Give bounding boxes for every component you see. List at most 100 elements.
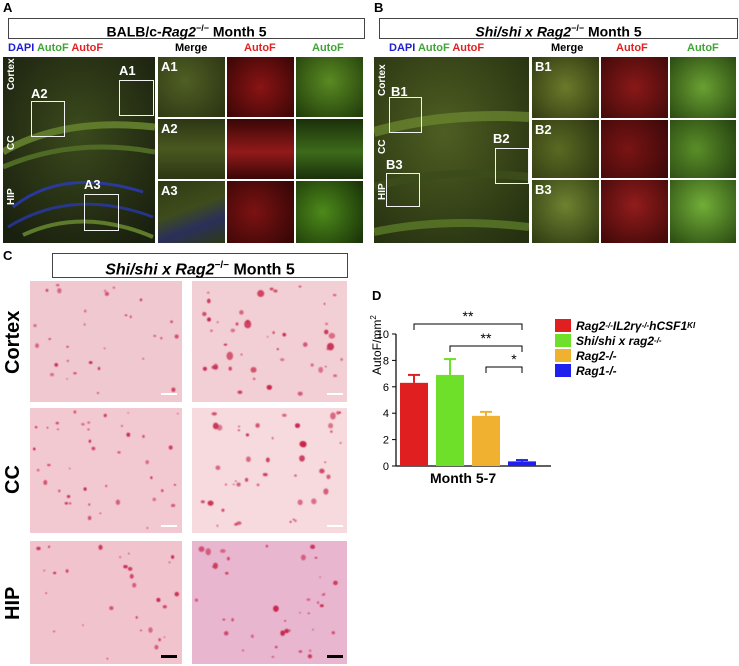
stain-dot	[326, 474, 331, 480]
panel-a-row-label: A2	[161, 121, 178, 136]
stain-dot	[43, 480, 48, 486]
panel-a-roi-label: A2	[31, 86, 48, 101]
panel-b-title-suffix: Month 5	[584, 23, 642, 40]
stain-dot	[244, 477, 249, 482]
stain-dot	[145, 460, 149, 465]
stain-dot	[234, 523, 238, 526]
panel-letter-a: A	[3, 0, 13, 15]
bar	[472, 415, 500, 466]
stain-dot	[112, 286, 116, 289]
stain-dot	[202, 366, 207, 371]
stain-dot	[57, 287, 62, 294]
stain-dot	[314, 556, 318, 559]
stain-dot	[246, 456, 251, 463]
panel-b-roi-box	[386, 173, 420, 207]
panel-b-roi-box	[389, 97, 422, 133]
stain-dot	[171, 387, 176, 392]
stain-dot	[221, 508, 225, 512]
stain-dot	[236, 482, 241, 487]
stain-dot	[230, 328, 236, 333]
legend-swatch	[555, 349, 571, 362]
y-tick-label: 8	[383, 355, 389, 367]
stain-dot	[215, 465, 221, 471]
stain-dot	[206, 317, 211, 322]
panel-b-roi-label: B2	[493, 131, 510, 146]
stain-dot	[340, 358, 343, 361]
panel-a-tile-merge	[158, 181, 225, 243]
stain-dot	[237, 390, 243, 394]
stain-dot	[87, 428, 90, 431]
stain-dot	[45, 288, 49, 292]
legend-sup: KI	[687, 321, 696, 330]
stain-dot	[69, 502, 72, 505]
legend-swatch	[555, 319, 571, 332]
panel-b-roi-box	[495, 148, 529, 184]
stain-dot	[265, 457, 270, 463]
stain-dot	[237, 429, 241, 432]
stain-dot	[127, 566, 133, 571]
stain-dot	[153, 334, 157, 338]
stain-dot	[241, 649, 245, 652]
stain-dot	[276, 348, 279, 351]
autof-green-label: AutoF	[417, 42, 450, 54]
stain-dot	[231, 618, 234, 622]
legend-label: Rag1-/-	[576, 363, 617, 378]
stain-dot	[129, 574, 134, 579]
panel-a-channel-legend: DAPI AutoF AutoF	[8, 42, 103, 54]
stain-dot	[225, 571, 229, 575]
stain-dot	[307, 654, 313, 659]
stain-dot	[126, 432, 131, 437]
stain-dot	[206, 298, 211, 304]
stain-dot	[170, 503, 176, 508]
stain-dot	[127, 412, 130, 414]
stain-dot	[103, 347, 106, 350]
stain-dot	[266, 384, 273, 390]
stain-dot	[325, 322, 329, 326]
panel-b-row-label: B1	[535, 59, 552, 74]
stain-dot	[49, 373, 55, 377]
stain-dot	[324, 329, 329, 335]
stain-dot	[64, 501, 69, 505]
stain-dot	[36, 468, 40, 472]
stain-dot	[52, 630, 56, 633]
stain-dot	[309, 649, 312, 652]
stain-dot	[123, 564, 128, 569]
panel-b-channel-legend: DAPI AutoF AutoF	[389, 42, 484, 54]
bar	[436, 374, 464, 466]
stain-dot	[58, 489, 61, 493]
stain-dot	[96, 392, 100, 394]
stain-dot	[228, 366, 232, 371]
stain-dot	[66, 345, 69, 348]
stain-dot	[310, 544, 316, 550]
panel-a-title-sup: −/−	[195, 23, 209, 33]
legend-sup: -/-	[654, 336, 662, 345]
stain-dot	[289, 520, 292, 523]
stain-dot	[83, 487, 87, 491]
panel-b-tile-merge	[532, 57, 599, 118]
autof-red-label: AutoF	[452, 42, 485, 54]
stain-dot	[117, 451, 121, 454]
stain-dot	[87, 421, 91, 424]
stain-dot	[223, 631, 229, 636]
legend-label: Rag2	[576, 318, 606, 333]
stain-dot	[274, 645, 278, 649]
stain-dot	[272, 331, 275, 335]
panel-c-title-gene: Shi/shi x Rag2	[105, 261, 215, 279]
panel-a-roi-label: A1	[119, 63, 136, 78]
stain-dot	[226, 556, 230, 561]
stain-dot	[54, 363, 59, 367]
panel-b-title: Shi/shi x Rag2−/− Month 5	[379, 18, 738, 40]
legend-label: Shi/shi x rag2	[576, 333, 655, 348]
panel-c-image-cortex-right	[192, 281, 347, 402]
legend-item: Rag2-/-	[555, 348, 695, 363]
stain-dot	[326, 342, 335, 351]
panel-b-title-sup: −/−	[571, 23, 585, 33]
panel-c-title-suffix: Month 5	[229, 261, 295, 279]
stain-dot	[88, 439, 92, 443]
legend-label-part: hCSF1	[649, 318, 688, 333]
stain-dot	[152, 497, 157, 502]
stain-dot	[339, 441, 342, 445]
stain-dot	[257, 290, 265, 298]
stain-dot	[332, 293, 337, 297]
significance-bracket	[449, 345, 523, 352]
